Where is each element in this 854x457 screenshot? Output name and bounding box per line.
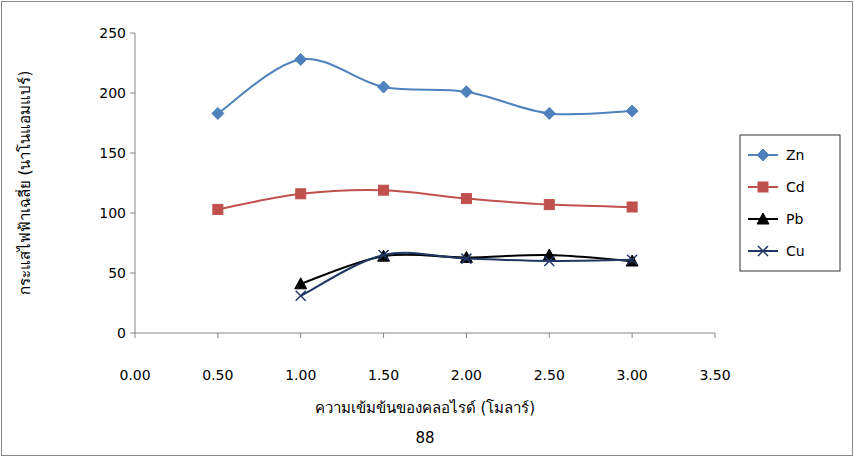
series-marker — [460, 251, 472, 262]
series-marker — [544, 200, 554, 210]
series-marker — [379, 185, 389, 195]
x-tick — [715, 333, 716, 338]
x-tick — [632, 333, 633, 338]
series-line — [301, 255, 632, 284]
x-tick-label: 1.00 — [285, 367, 316, 383]
x-tick — [383, 333, 384, 338]
x-axis-line — [135, 333, 715, 334]
chart: 0 50 100 150 200 250 0.00 0.50 1.00 1.50 2.00 2.50 3… — [0, 0, 854, 457]
x-tick-label: 3.50 — [699, 367, 730, 383]
plot-data — [212, 53, 638, 300]
x-tick — [549, 333, 550, 338]
series-marker — [378, 81, 390, 93]
y-tick-label: 250 — [99, 25, 126, 41]
legend-label: Cu — [786, 243, 805, 259]
annotation: 88 — [415, 429, 434, 447]
legend-label: Zn — [786, 147, 804, 163]
series-marker — [295, 278, 307, 289]
legend-marker — [757, 149, 769, 161]
series-marker — [627, 255, 637, 265]
x-tick — [300, 333, 301, 338]
series-marker — [296, 291, 306, 301]
y-tick-label: 200 — [99, 85, 126, 101]
legend-label: Cd — [786, 179, 805, 195]
legend-label: Pb — [786, 211, 803, 227]
series-marker — [461, 194, 471, 204]
y-tick — [130, 333, 135, 334]
chart-border — [2, 2, 853, 456]
y-tick-label: 100 — [99, 205, 126, 221]
x-tick-label: 3.00 — [617, 367, 648, 383]
x-tick — [135, 333, 136, 338]
series-marker — [460, 86, 472, 98]
y-tick-label: 0 — [117, 325, 126, 341]
series-line — [218, 59, 632, 115]
x-tick-label: 2.00 — [451, 367, 482, 383]
legend-marker — [758, 246, 768, 256]
series-marker — [296, 189, 306, 199]
x-tick-label: 0.00 — [119, 367, 150, 383]
legend-marker — [758, 182, 768, 192]
y-axis-line — [135, 33, 136, 333]
series-marker — [379, 250, 389, 260]
y-tick — [130, 213, 135, 214]
x-tick — [217, 333, 218, 338]
y-tick-label: 150 — [99, 145, 126, 161]
x-tick — [466, 333, 467, 338]
x-tick-label: 2.50 — [534, 367, 565, 383]
series-marker — [212, 107, 224, 119]
series-marker — [626, 105, 638, 117]
series-marker — [543, 107, 555, 119]
y-tick — [130, 33, 135, 34]
series-marker — [461, 254, 471, 264]
series-marker — [627, 202, 637, 212]
legend-marker — [757, 213, 769, 224]
x-tick-label: 0.50 — [202, 367, 233, 383]
x-tick-label: 1.50 — [368, 367, 399, 383]
y-tick — [130, 153, 135, 154]
series-marker — [213, 204, 223, 214]
x-axis-title: ความเข้มข้นของคลอไรด์ (โมลาร์) — [315, 399, 535, 417]
y-tick — [130, 273, 135, 274]
series-line — [301, 253, 632, 296]
y-axis-title: กระแสไฟฟ้าเฉลี่ย (นาโนแอมแปร์) — [14, 71, 34, 295]
series-marker — [544, 256, 554, 266]
y-tick-label: 50 — [108, 265, 126, 281]
series-marker — [295, 53, 307, 65]
legend-box — [740, 135, 840, 271]
legend: Zn Cd Pb Cu — [740, 135, 840, 271]
series-marker — [543, 249, 555, 260]
y-tick — [130, 93, 135, 94]
series-line — [218, 190, 632, 209]
